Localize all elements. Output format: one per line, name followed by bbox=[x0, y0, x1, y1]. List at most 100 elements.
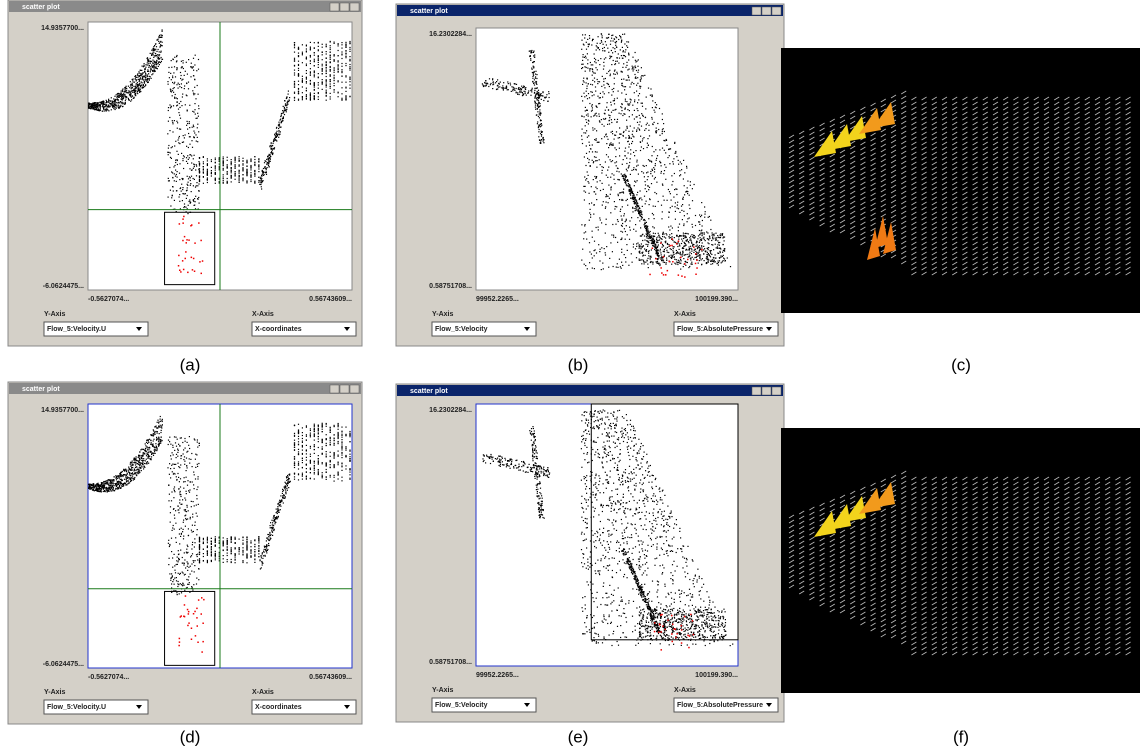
point bbox=[698, 247, 700, 249]
point bbox=[126, 481, 128, 483]
point bbox=[628, 79, 630, 81]
window-button[interactable] bbox=[349, 2, 360, 12]
point bbox=[153, 68, 155, 70]
point bbox=[611, 121, 613, 124]
point bbox=[646, 233, 648, 235]
point bbox=[118, 483, 120, 485]
point bbox=[590, 148, 592, 150]
point bbox=[623, 113, 625, 115]
point bbox=[137, 85, 139, 87]
point bbox=[118, 487, 120, 489]
point bbox=[130, 480, 132, 482]
window-button[interactable] bbox=[751, 6, 762, 16]
point bbox=[632, 67, 634, 69]
point bbox=[609, 117, 611, 119]
point bbox=[626, 185, 628, 187]
point bbox=[280, 121, 282, 123]
point bbox=[152, 440, 154, 442]
point bbox=[147, 452, 149, 454]
point bbox=[621, 231, 624, 233]
point bbox=[671, 175, 673, 177]
window-button[interactable] bbox=[329, 2, 340, 12]
point bbox=[617, 195, 619, 197]
window-button[interactable] bbox=[329, 384, 340, 394]
point bbox=[672, 180, 674, 183]
point bbox=[202, 161, 204, 163]
point bbox=[532, 75, 534, 77]
point bbox=[632, 198, 634, 200]
point bbox=[150, 456, 153, 458]
point bbox=[168, 144, 170, 147]
window-button[interactable] bbox=[339, 2, 350, 12]
point bbox=[159, 439, 161, 441]
point bbox=[105, 486, 107, 488]
point bbox=[109, 480, 112, 482]
point bbox=[192, 167, 194, 169]
point bbox=[704, 213, 706, 215]
point bbox=[142, 66, 144, 68]
point bbox=[153, 430, 155, 432]
point bbox=[172, 123, 174, 125]
point bbox=[172, 172, 174, 174]
y-axis-select[interactable] bbox=[431, 321, 537, 337]
point bbox=[101, 101, 103, 103]
point bbox=[258, 161, 260, 163]
window-button[interactable] bbox=[339, 384, 350, 394]
point bbox=[645, 128, 647, 130]
point bbox=[722, 249, 724, 252]
window-button[interactable] bbox=[771, 6, 782, 16]
point bbox=[317, 92, 319, 95]
point bbox=[533, 66, 535, 68]
x-axis-select[interactable] bbox=[673, 321, 779, 337]
point bbox=[91, 487, 93, 489]
window-button[interactable] bbox=[761, 6, 772, 16]
point bbox=[189, 143, 191, 145]
point bbox=[517, 88, 519, 90]
point bbox=[707, 260, 709, 262]
point bbox=[719, 247, 721, 249]
point bbox=[601, 166, 603, 168]
point bbox=[192, 110, 194, 112]
point bbox=[176, 104, 179, 106]
point bbox=[492, 79, 494, 81]
point bbox=[689, 181, 691, 183]
x-axis-select[interactable] bbox=[251, 321, 357, 337]
point bbox=[582, 43, 584, 45]
point bbox=[172, 121, 174, 123]
point bbox=[276, 133, 278, 135]
point bbox=[172, 58, 174, 61]
point bbox=[651, 155, 653, 157]
point bbox=[297, 55, 300, 57]
point bbox=[636, 90, 638, 92]
point bbox=[188, 132, 190, 135]
y-axis-select[interactable] bbox=[43, 321, 149, 337]
point bbox=[95, 484, 97, 486]
point bbox=[546, 94, 548, 96]
point bbox=[677, 201, 679, 203]
point bbox=[605, 154, 608, 156]
window-button[interactable] bbox=[349, 384, 360, 394]
point bbox=[154, 66, 156, 69]
point bbox=[651, 239, 653, 241]
point bbox=[329, 47, 331, 49]
point bbox=[176, 84, 178, 86]
point bbox=[584, 176, 586, 178]
point bbox=[325, 43, 327, 45]
point bbox=[129, 469, 132, 471]
point bbox=[197, 93, 199, 95]
point bbox=[325, 67, 327, 69]
point bbox=[611, 37, 613, 39]
point bbox=[124, 90, 126, 92]
point bbox=[158, 445, 160, 447]
point bbox=[196, 182, 198, 184]
point bbox=[132, 78, 134, 80]
point bbox=[614, 162, 616, 164]
point bbox=[124, 88, 126, 90]
point bbox=[181, 183, 183, 185]
point bbox=[120, 105, 122, 107]
point bbox=[661, 147, 664, 149]
point bbox=[673, 158, 675, 160]
point bbox=[246, 182, 248, 184]
point bbox=[529, 55, 531, 58]
point bbox=[613, 174, 615, 176]
